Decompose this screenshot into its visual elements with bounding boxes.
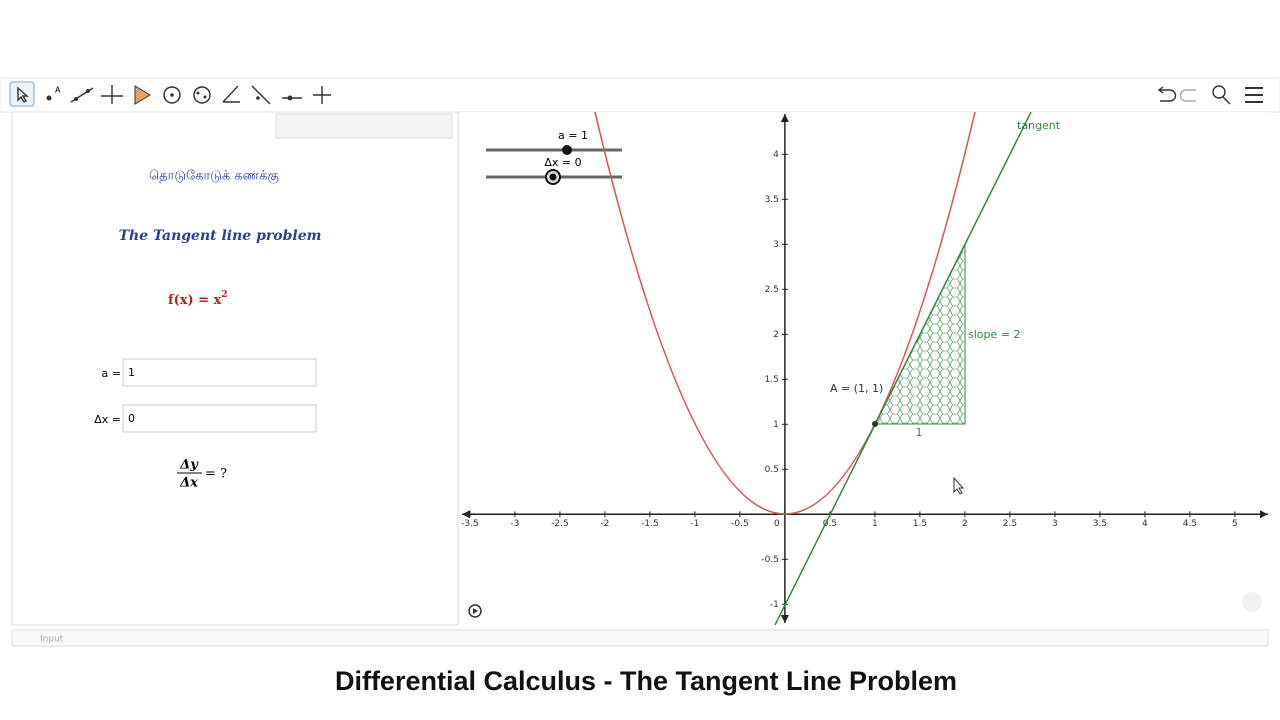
x-tick-label: 1 — [872, 519, 878, 529]
y-tick-label: 1.5 — [765, 375, 779, 385]
y-tick-label: 2 — [773, 330, 779, 340]
tangent-line — [774, 112, 1032, 625]
input-label: a = — [102, 367, 121, 380]
x-tick-label: -2.5 — [551, 519, 569, 529]
ratio-rhs: = ? — [205, 467, 227, 482]
tangent-label: tangent — [1017, 119, 1061, 132]
y-tick-label: -1 — [770, 600, 779, 610]
x-axis-arrow — [1260, 510, 1268, 519]
title-tamil: தொடுகோடுக் கணக்கு — [149, 169, 279, 184]
y-axis-arrow — [780, 114, 789, 122]
x-tick-label: -2 — [600, 519, 609, 529]
input-value: 1 — [128, 366, 135, 379]
tool-point[interactable]: A — [46, 86, 62, 101]
y-tick-label: 0.5 — [765, 465, 779, 475]
x-tick-label: -0.5 — [731, 519, 749, 529]
x-tick-label: -3.5 — [461, 519, 479, 529]
y-tick-label: 1 — [773, 420, 779, 430]
run-label: 1 — [916, 426, 923, 439]
menu[interactable] — [1245, 87, 1263, 103]
y-tick-label: 3 — [773, 240, 779, 250]
parabola — [594, 112, 976, 515]
title-english: The Tangent line problem — [119, 228, 322, 244]
caption: Differential Calculus - The Tangent Line… — [335, 666, 957, 696]
undo[interactable] — [1157, 86, 1177, 102]
tool-line[interactable] — [70, 87, 94, 103]
cursor — [953, 476, 965, 495]
x-tick-label: 3.5 — [1093, 519, 1107, 529]
algebra-panel: தொடுகோடுக் கணக்கு The Tangent line probl… — [11, 111, 459, 626]
slider-label: a = 1 — [558, 129, 588, 142]
input-label: Δx = — [94, 413, 121, 426]
x-tick-label: 3 — [1052, 519, 1058, 529]
tool-slider[interactable] — [282, 95, 302, 101]
ratio-numerator: Δy — [179, 458, 199, 473]
slope-label: slope = 2 — [968, 328, 1020, 341]
tool-reflect[interactable] — [251, 85, 271, 105]
slider-label: Δx = 0 — [544, 156, 581, 169]
y-tick-label: -0.5 — [761, 555, 779, 565]
style-bar — [275, 113, 453, 139]
point-label: A = (1, 1) — [830, 382, 883, 395]
x-tick-label: 0 — [774, 519, 780, 529]
tool-move-view[interactable] — [313, 86, 331, 104]
input-bar[interactable] — [11, 629, 1269, 647]
tool-angle[interactable] — [222, 85, 240, 103]
fullscreen-button[interactable] — [1242, 592, 1262, 612]
x-tick-label: 1.5 — [913, 519, 927, 529]
function-exponent: 2 — [221, 290, 227, 300]
y-tick-label: 3.5 — [765, 195, 779, 205]
x-tick-label: 5 — [1232, 519, 1238, 529]
svg-text:A: A — [55, 86, 61, 95]
x-tick-label: 2 — [962, 519, 968, 529]
y-tick-label: 2.5 — [765, 285, 779, 295]
function-base: f(x) = x — [168, 293, 222, 308]
tool-perpendicular[interactable] — [101, 85, 123, 104]
x-tick-label: 2.5 — [1003, 519, 1017, 529]
point-a[interactable] — [872, 421, 878, 427]
input-box[interactable] — [122, 358, 317, 387]
play-button[interactable] — [468, 604, 482, 618]
toolbar: A — [0, 77, 1280, 113]
x-tick-label: -1 — [690, 519, 699, 529]
redo[interactable] — [1179, 89, 1197, 102]
input-placeholder: Input — [40, 635, 64, 645]
tool-polygon[interactable] — [134, 85, 151, 105]
x-tick-label: -1.5 — [641, 519, 659, 529]
input-value: 0 — [128, 412, 135, 425]
tool-conic[interactable] — [193, 86, 211, 104]
x-tick-label: -3 — [510, 519, 519, 529]
function: f(x) = x2 — [168, 290, 228, 308]
ratio-denominator: Δx — [179, 476, 198, 491]
graphics-view: tangent A = (1, 1) slope = 2 1 a = 1 Δx = 0 -3… — [460, 112, 1270, 625]
y-axis-arrow — [780, 615, 789, 623]
search[interactable] — [1212, 85, 1231, 105]
tool-move[interactable] — [9, 81, 35, 107]
x-axis-arrow — [462, 510, 470, 519]
y-tick-label: 4 — [773, 150, 779, 160]
x-tick-label: 0.5 — [823, 519, 837, 529]
tool-circle[interactable] — [163, 86, 181, 104]
input-box[interactable] — [122, 404, 317, 433]
slider-knob[interactable] — [562, 145, 572, 155]
x-tick-label: 4 — [1142, 519, 1148, 529]
x-tick-label: 4.5 — [1183, 519, 1197, 529]
